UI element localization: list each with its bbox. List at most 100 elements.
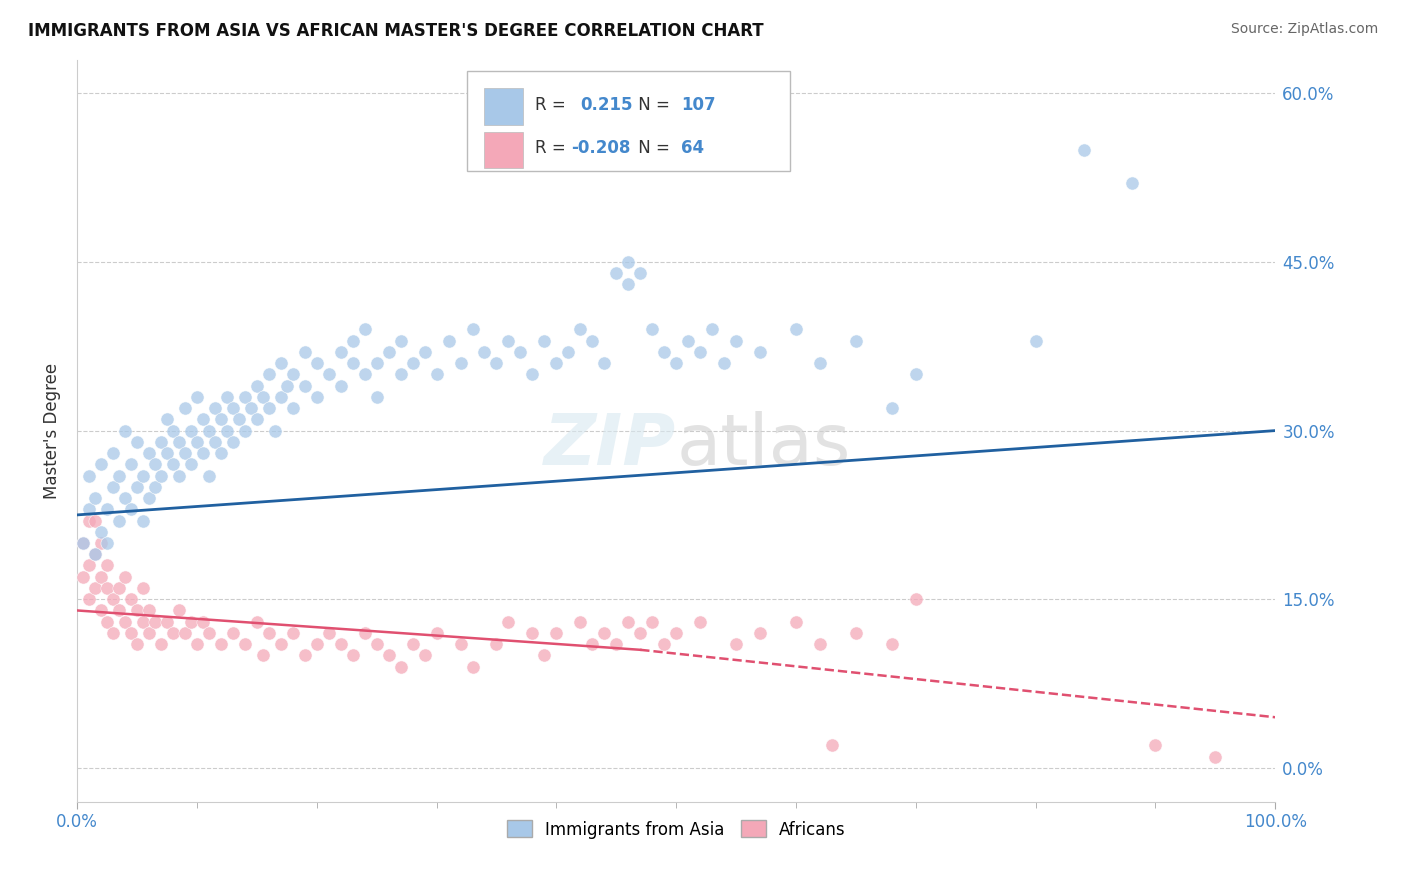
Point <box>689 615 711 629</box>
Point <box>204 434 226 449</box>
Point <box>389 659 412 673</box>
Point <box>342 648 364 663</box>
Point <box>593 626 616 640</box>
Point <box>294 344 316 359</box>
Point <box>120 626 142 640</box>
Point <box>156 615 179 629</box>
Point <box>665 626 688 640</box>
Point <box>257 626 280 640</box>
Point <box>233 390 256 404</box>
Point <box>108 468 131 483</box>
Point <box>198 468 221 483</box>
Point <box>749 626 772 640</box>
Point <box>569 615 592 629</box>
Point <box>461 659 484 673</box>
Point <box>725 334 748 348</box>
Point <box>652 637 675 651</box>
Point <box>569 322 592 336</box>
Text: 0.215: 0.215 <box>581 95 633 113</box>
Point <box>353 322 375 336</box>
Point <box>167 434 190 449</box>
Point <box>252 648 274 663</box>
Point <box>522 626 544 640</box>
Point <box>96 536 118 550</box>
Point <box>77 514 100 528</box>
Point <box>96 581 118 595</box>
Point <box>204 401 226 416</box>
Point <box>114 615 136 629</box>
Text: Source: ZipAtlas.com: Source: ZipAtlas.com <box>1230 22 1378 37</box>
Point <box>617 255 640 269</box>
Point <box>461 322 484 336</box>
Point <box>162 458 184 472</box>
Point <box>125 434 148 449</box>
Point <box>84 491 107 505</box>
Point <box>156 446 179 460</box>
Point <box>77 592 100 607</box>
Text: R =: R = <box>534 139 571 157</box>
Point <box>821 739 844 753</box>
Point <box>101 446 124 460</box>
Point <box>96 558 118 573</box>
Point <box>114 491 136 505</box>
Point <box>305 390 328 404</box>
Point <box>174 446 197 460</box>
Point <box>162 626 184 640</box>
Point <box>138 603 160 617</box>
Point <box>239 401 262 416</box>
Point <box>281 368 304 382</box>
Point <box>522 368 544 382</box>
Point <box>652 344 675 359</box>
Point <box>257 368 280 382</box>
Point <box>845 626 868 640</box>
Point <box>209 446 232 460</box>
Point <box>294 648 316 663</box>
Point <box>215 424 238 438</box>
Point <box>138 491 160 505</box>
Point <box>342 334 364 348</box>
Point <box>329 637 352 651</box>
Point <box>785 322 807 336</box>
Point <box>725 637 748 651</box>
Point <box>318 368 340 382</box>
Point <box>702 322 724 336</box>
Point <box>108 514 131 528</box>
Point <box>437 334 460 348</box>
Point <box>215 390 238 404</box>
Point <box>209 412 232 426</box>
Point <box>366 356 388 370</box>
Point <box>498 334 520 348</box>
Point <box>209 637 232 651</box>
Point <box>180 615 202 629</box>
FancyBboxPatch shape <box>485 132 523 169</box>
Point <box>77 558 100 573</box>
Point <box>149 637 172 651</box>
Point <box>222 434 245 449</box>
Point <box>108 603 131 617</box>
Text: ZIP: ZIP <box>544 411 676 480</box>
Point <box>84 547 107 561</box>
Point <box>294 378 316 392</box>
Point <box>749 344 772 359</box>
Point <box>120 592 142 607</box>
Point <box>450 356 472 370</box>
Point <box>305 637 328 651</box>
Point <box>270 356 292 370</box>
Y-axis label: Master's Degree: Master's Degree <box>44 362 60 499</box>
Point <box>132 514 155 528</box>
Point <box>132 581 155 595</box>
Point <box>222 401 245 416</box>
Point <box>353 626 375 640</box>
Point <box>246 378 269 392</box>
Point <box>366 637 388 651</box>
Point <box>228 412 250 426</box>
Point <box>108 581 131 595</box>
Point <box>143 615 166 629</box>
Point <box>120 502 142 516</box>
Point <box>114 424 136 438</box>
Point <box>785 615 807 629</box>
Point <box>191 412 214 426</box>
Point <box>143 480 166 494</box>
Point <box>246 615 269 629</box>
Point <box>90 536 112 550</box>
